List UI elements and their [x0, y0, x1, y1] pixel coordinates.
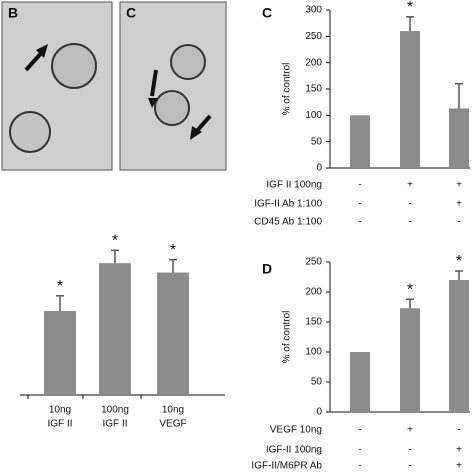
condition-label: IGF-II 100ng [266, 445, 322, 456]
y-tick-label: 150 [305, 317, 322, 328]
micrograph-c: C [119, 1, 227, 171]
y-tick-label: 50 [311, 136, 323, 147]
condition-sign: + [407, 425, 413, 436]
significance-marker: * [407, 281, 413, 298]
y-tick-label: 0 [316, 407, 322, 418]
condition-sign: - [408, 199, 411, 210]
condition-sign: + [407, 180, 413, 191]
condition-sign: + [456, 461, 462, 472]
condition-sign: - [358, 217, 361, 228]
condition-sign: - [457, 425, 460, 436]
condition-sign: - [358, 180, 361, 191]
x-tick-label: IGF II [103, 419, 128, 430]
condition-sign: - [358, 461, 361, 472]
bar [400, 308, 420, 412]
significance-marker: * [456, 253, 462, 270]
significance-marker: * [407, 0, 413, 16]
y-tick-label: 250 [305, 31, 322, 42]
panel-label: C [262, 5, 272, 21]
micrograph-b: B [1, 1, 113, 171]
condition-sign: - [408, 217, 411, 228]
x-tick-label: VEGF [159, 419, 186, 430]
condition-label: VEGF 10ng [270, 425, 322, 436]
bar [350, 352, 370, 412]
significance-marker: * [57, 278, 63, 295]
x-tick-label: 10ng [49, 405, 71, 416]
bar [449, 108, 469, 168]
condition-sign: - [408, 445, 411, 456]
condition-label: CD45 Ab 1:100 [254, 217, 322, 228]
y-tick-label: 50 [311, 377, 323, 388]
y-tick-label: 200 [305, 287, 322, 298]
bar [44, 311, 76, 395]
significance-marker: * [170, 242, 176, 259]
y-tick-label: 300 [305, 5, 322, 16]
panel-label: D [262, 261, 272, 277]
condition-sign: + [456, 180, 462, 191]
panel-label: C [126, 5, 136, 21]
bar [99, 263, 131, 395]
condition-sign: + [456, 199, 462, 210]
y-tick-label: 250 [305, 257, 322, 268]
bar [400, 31, 420, 168]
condition-sign: - [457, 217, 460, 228]
bar [449, 280, 469, 412]
condition-label: IGF-II Ab 1:100 [254, 199, 322, 210]
y-axis-label: % of control [282, 311, 293, 364]
condition-sign: - [358, 425, 361, 436]
condition-sign: - [358, 199, 361, 210]
y-tick-label: 0 [316, 163, 322, 174]
y-axis-label: % of control [282, 63, 293, 116]
condition-sign: - [408, 461, 411, 472]
y-tick-label: 100 [305, 347, 322, 358]
y-tick-label: 100 [305, 110, 322, 121]
condition-sign: - [358, 445, 361, 456]
bar [157, 272, 189, 395]
x-tick-label: 100ng [101, 405, 129, 416]
y-tick-label: 150 [305, 84, 322, 95]
x-tick-label: 10ng [162, 405, 184, 416]
condition-label: IGF II 100ng [266, 180, 322, 191]
significance-marker: * [112, 233, 118, 250]
panel-label: B [8, 5, 18, 21]
bar [350, 115, 370, 168]
condition-sign: + [456, 445, 462, 456]
x-tick-label: IGF II [48, 419, 73, 430]
y-tick-label: 200 [305, 57, 322, 68]
condition-label: IGF-II/M6PR Ab [251, 461, 322, 472]
